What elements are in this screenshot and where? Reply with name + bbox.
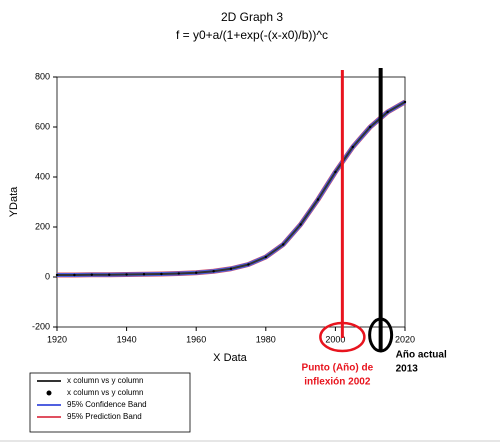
data-point [369,125,372,129]
data-point [282,243,285,246]
data-point [247,263,250,266]
legend-label: 95% Prediction Band [67,412,142,421]
y-tick-label: 400 [35,171,50,181]
x-tick-label: 1940 [117,334,137,344]
y-tick-label: 600 [35,121,50,131]
data-point [90,273,94,276]
y-axis-label: YData [8,186,20,217]
chart-subtitle: f = y0+a/(1+exp(-(x-x0)/b))^c [176,28,328,42]
annotation-text: Punto (Año) de [302,363,374,374]
annotation-circle [319,321,366,353]
data-point [299,223,302,226]
y-tick-label: 800 [35,71,50,81]
data-point [195,271,198,274]
data-point [125,273,128,276]
y-tick-label: 0 [45,271,50,281]
legend-label: x column vs y column [67,376,143,385]
chart-title: 2D Graph 3 [221,10,283,24]
x-axis-label: X Data [213,352,248,364]
legend-box [29,372,191,433]
series-line [57,101,406,276]
y-tick-label: 200 [35,221,50,231]
x-tick-label: 2020 [395,334,415,344]
data-point [212,270,215,273]
data-point [142,273,146,276]
data-point [264,255,267,259]
y-tick-label: -200 [32,321,50,331]
annotation-text: 2013 [396,364,419,375]
data-point [55,273,59,277]
x-tick-label: 2000 [325,334,345,344]
series-line [57,100,406,277]
x-tick-label: 1920 [47,334,67,344]
series-line [57,99,407,278]
legend-label: 95% Confidence Band [67,400,147,409]
annotation-text: Año actual [396,350,447,361]
data-point [229,267,233,270]
data-point [73,273,76,277]
legend-label: x column vs y column [67,388,143,397]
x-tick-label: 1980 [256,334,276,344]
data-point [386,110,389,114]
data-point [316,198,320,201]
x-tick-label: 1960 [186,334,206,344]
annotation-text: inflexión 2002 [304,377,371,388]
data-point [108,273,111,276]
annotation-circle [368,317,394,353]
data-point [334,170,337,174]
data-point [351,145,354,149]
plot-frame [56,76,406,328]
legend-symbol [46,390,52,396]
data-point [177,272,180,275]
data-point [403,100,407,104]
data-point [160,272,163,276]
